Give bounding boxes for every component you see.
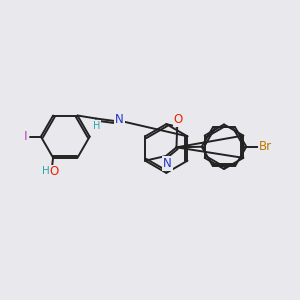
Text: O: O (174, 113, 183, 126)
Text: H: H (92, 121, 100, 131)
Text: N: N (115, 113, 124, 127)
Text: Br: Br (259, 140, 272, 153)
Text: I: I (24, 130, 27, 143)
Text: O: O (49, 166, 58, 178)
Text: N: N (163, 157, 172, 169)
Text: H: H (41, 166, 49, 176)
